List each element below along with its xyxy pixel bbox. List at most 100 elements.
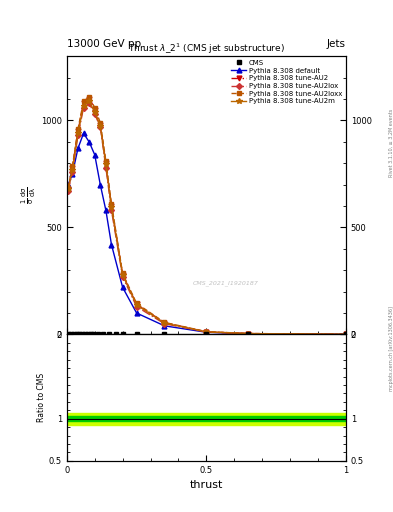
Pythia 8.308 tune-AU2m (92, 109, 97, 115)
Text: Jets: Jets (327, 38, 346, 49)
Pythia 8.308 default (81, 130, 86, 136)
X-axis label: thrust: thrust (190, 480, 223, 490)
Line: Pythia 8.308 tune-AU2: Pythia 8.308 tune-AU2 (66, 97, 348, 337)
Pythia 8.308 tune-AU2m (103, 161, 108, 167)
Line: Pythia 8.308 tune-AU2m: Pythia 8.308 tune-AU2m (65, 98, 349, 337)
Pythia 8.308 tune-AU2 (75, 128, 80, 134)
Pythia 8.308 tune-AU2lox (162, 321, 167, 327)
CMS (343, 331, 348, 337)
Pythia 8.308 tune-AU2lox (87, 100, 92, 106)
Pythia 8.308 tune-AU2lox (109, 207, 114, 214)
Pythia 8.308 default (204, 329, 209, 335)
Text: Rivet 3.1.10, ≥ 3.2M events: Rivet 3.1.10, ≥ 3.2M events (389, 109, 393, 178)
CMS (69, 331, 73, 337)
Pythia 8.308 default (66, 182, 71, 188)
Text: mcplots.cern.ch [arXiv:1306.3436]: mcplots.cern.ch [arXiv:1306.3436] (389, 306, 393, 391)
Pythia 8.308 default (120, 284, 125, 290)
Y-axis label: $\mathregular{\frac{1}{\sigma}\,\frac{d\sigma}{d\lambda}}$: $\mathregular{\frac{1}{\sigma}\,\frac{d\… (20, 186, 38, 204)
CMS (91, 331, 95, 337)
Pythia 8.308 tune-AU2loxx (246, 330, 251, 336)
Pythia 8.308 tune-AU2m (66, 186, 71, 192)
CMS (77, 331, 82, 337)
Pythia 8.308 tune-AU2 (70, 164, 75, 170)
Pythia 8.308 tune-AU2loxx (343, 331, 348, 337)
Text: 13000 GeV pp: 13000 GeV pp (67, 38, 141, 49)
Legend: CMS, Pythia 8.308 default, Pythia 8.308 tune-AU2, Pythia 8.308 tune-AU2lox, Pyth: CMS, Pythia 8.308 default, Pythia 8.308 … (230, 58, 344, 106)
CMS (101, 331, 105, 337)
Pythia 8.308 default (103, 207, 108, 214)
Pythia 8.308 tune-AU2m (246, 331, 251, 337)
Pythia 8.308 default (98, 182, 103, 188)
Pythia 8.308 tune-AU2m (343, 331, 348, 337)
Pythia 8.308 tune-AU2 (87, 96, 92, 102)
CMS (204, 331, 209, 337)
Text: CMS_2021_I1920187: CMS_2021_I1920187 (193, 281, 258, 286)
Pythia 8.308 tune-AU2m (162, 320, 167, 326)
CMS (85, 331, 90, 337)
Pythia 8.308 tune-AU2loxx (98, 120, 103, 126)
Pythia 8.308 default (246, 331, 251, 337)
Pythia 8.308 tune-AU2 (246, 330, 251, 336)
Pythia 8.308 tune-AU2loxx (103, 158, 108, 164)
Pythia 8.308 tune-AU2 (134, 302, 139, 308)
Pythia 8.308 tune-AU2m (70, 166, 75, 173)
Pythia 8.308 tune-AU2m (81, 102, 86, 109)
Pythia 8.308 tune-AU2loxx (204, 329, 209, 335)
Pythia 8.308 tune-AU2lox (134, 304, 139, 310)
CMS (246, 331, 251, 337)
Pythia 8.308 tune-AU2loxx (134, 301, 139, 307)
Pythia 8.308 tune-AU2lox (70, 169, 75, 175)
Pythia 8.308 default (87, 139, 92, 145)
Pythia 8.308 tune-AU2 (162, 319, 167, 326)
CMS (106, 331, 111, 337)
CMS (66, 331, 71, 337)
Pythia 8.308 default (134, 310, 139, 316)
Line: Pythia 8.308 tune-AU2lox: Pythia 8.308 tune-AU2lox (66, 101, 348, 336)
CMS (134, 331, 139, 337)
Pythia 8.308 tune-AU2m (120, 272, 125, 278)
Y-axis label: Ratio to CMS: Ratio to CMS (37, 373, 46, 422)
Pythia 8.308 tune-AU2loxx (92, 104, 97, 111)
CMS (83, 331, 87, 337)
Pythia 8.308 default (70, 171, 75, 177)
Pythia 8.308 tune-AU2lox (120, 273, 125, 280)
Pythia 8.308 tune-AU2 (92, 106, 97, 113)
CMS (162, 331, 167, 337)
Pythia 8.308 tune-AU2lox (81, 104, 86, 111)
CMS (88, 331, 93, 337)
Pythia 8.308 tune-AU2 (103, 160, 108, 166)
Pythia 8.308 default (343, 331, 348, 337)
Pythia 8.308 tune-AU2 (66, 186, 71, 192)
Pythia 8.308 tune-AU2loxx (66, 185, 71, 191)
Pythia 8.308 tune-AU2 (98, 122, 103, 128)
Pythia 8.308 tune-AU2 (204, 329, 209, 335)
Pythia 8.308 tune-AU2lox (75, 133, 80, 139)
Pythia 8.308 tune-AU2m (109, 204, 114, 210)
Pythia 8.308 tune-AU2loxx (87, 94, 92, 100)
Line: CMS: CMS (66, 332, 348, 337)
Title: Thrust $\lambda$_2$^1$ (CMS jet substructure): Thrust $\lambda$_2$^1$ (CMS jet substruc… (128, 42, 285, 56)
Line: Pythia 8.308 tune-AU2loxx: Pythia 8.308 tune-AU2loxx (66, 95, 348, 336)
Pythia 8.308 tune-AU2loxx (120, 270, 125, 276)
Pythia 8.308 tune-AU2loxx (75, 126, 80, 132)
Pythia 8.308 default (162, 323, 167, 329)
CMS (95, 331, 100, 337)
Pythia 8.308 default (75, 145, 80, 152)
CMS (120, 331, 125, 337)
Pythia 8.308 tune-AU2m (75, 130, 80, 136)
Pythia 8.308 tune-AU2m (204, 329, 209, 335)
Pythia 8.308 tune-AU2m (87, 98, 92, 104)
Pythia 8.308 tune-AU2lox (66, 188, 71, 194)
Pythia 8.308 tune-AU2loxx (162, 319, 167, 326)
Pythia 8.308 tune-AU2m (134, 302, 139, 308)
Pythia 8.308 tune-AU2lox (246, 331, 251, 337)
Pythia 8.308 tune-AU2lox (103, 164, 108, 170)
CMS (72, 331, 76, 337)
Pythia 8.308 tune-AU2loxx (81, 98, 86, 104)
Pythia 8.308 tune-AU2 (120, 271, 125, 278)
Pythia 8.308 tune-AU2lox (98, 124, 103, 130)
Pythia 8.308 tune-AU2lox (204, 329, 209, 335)
Pythia 8.308 tune-AU2 (109, 203, 114, 209)
Pythia 8.308 default (92, 152, 97, 158)
Pythia 8.308 tune-AU2loxx (70, 163, 75, 169)
